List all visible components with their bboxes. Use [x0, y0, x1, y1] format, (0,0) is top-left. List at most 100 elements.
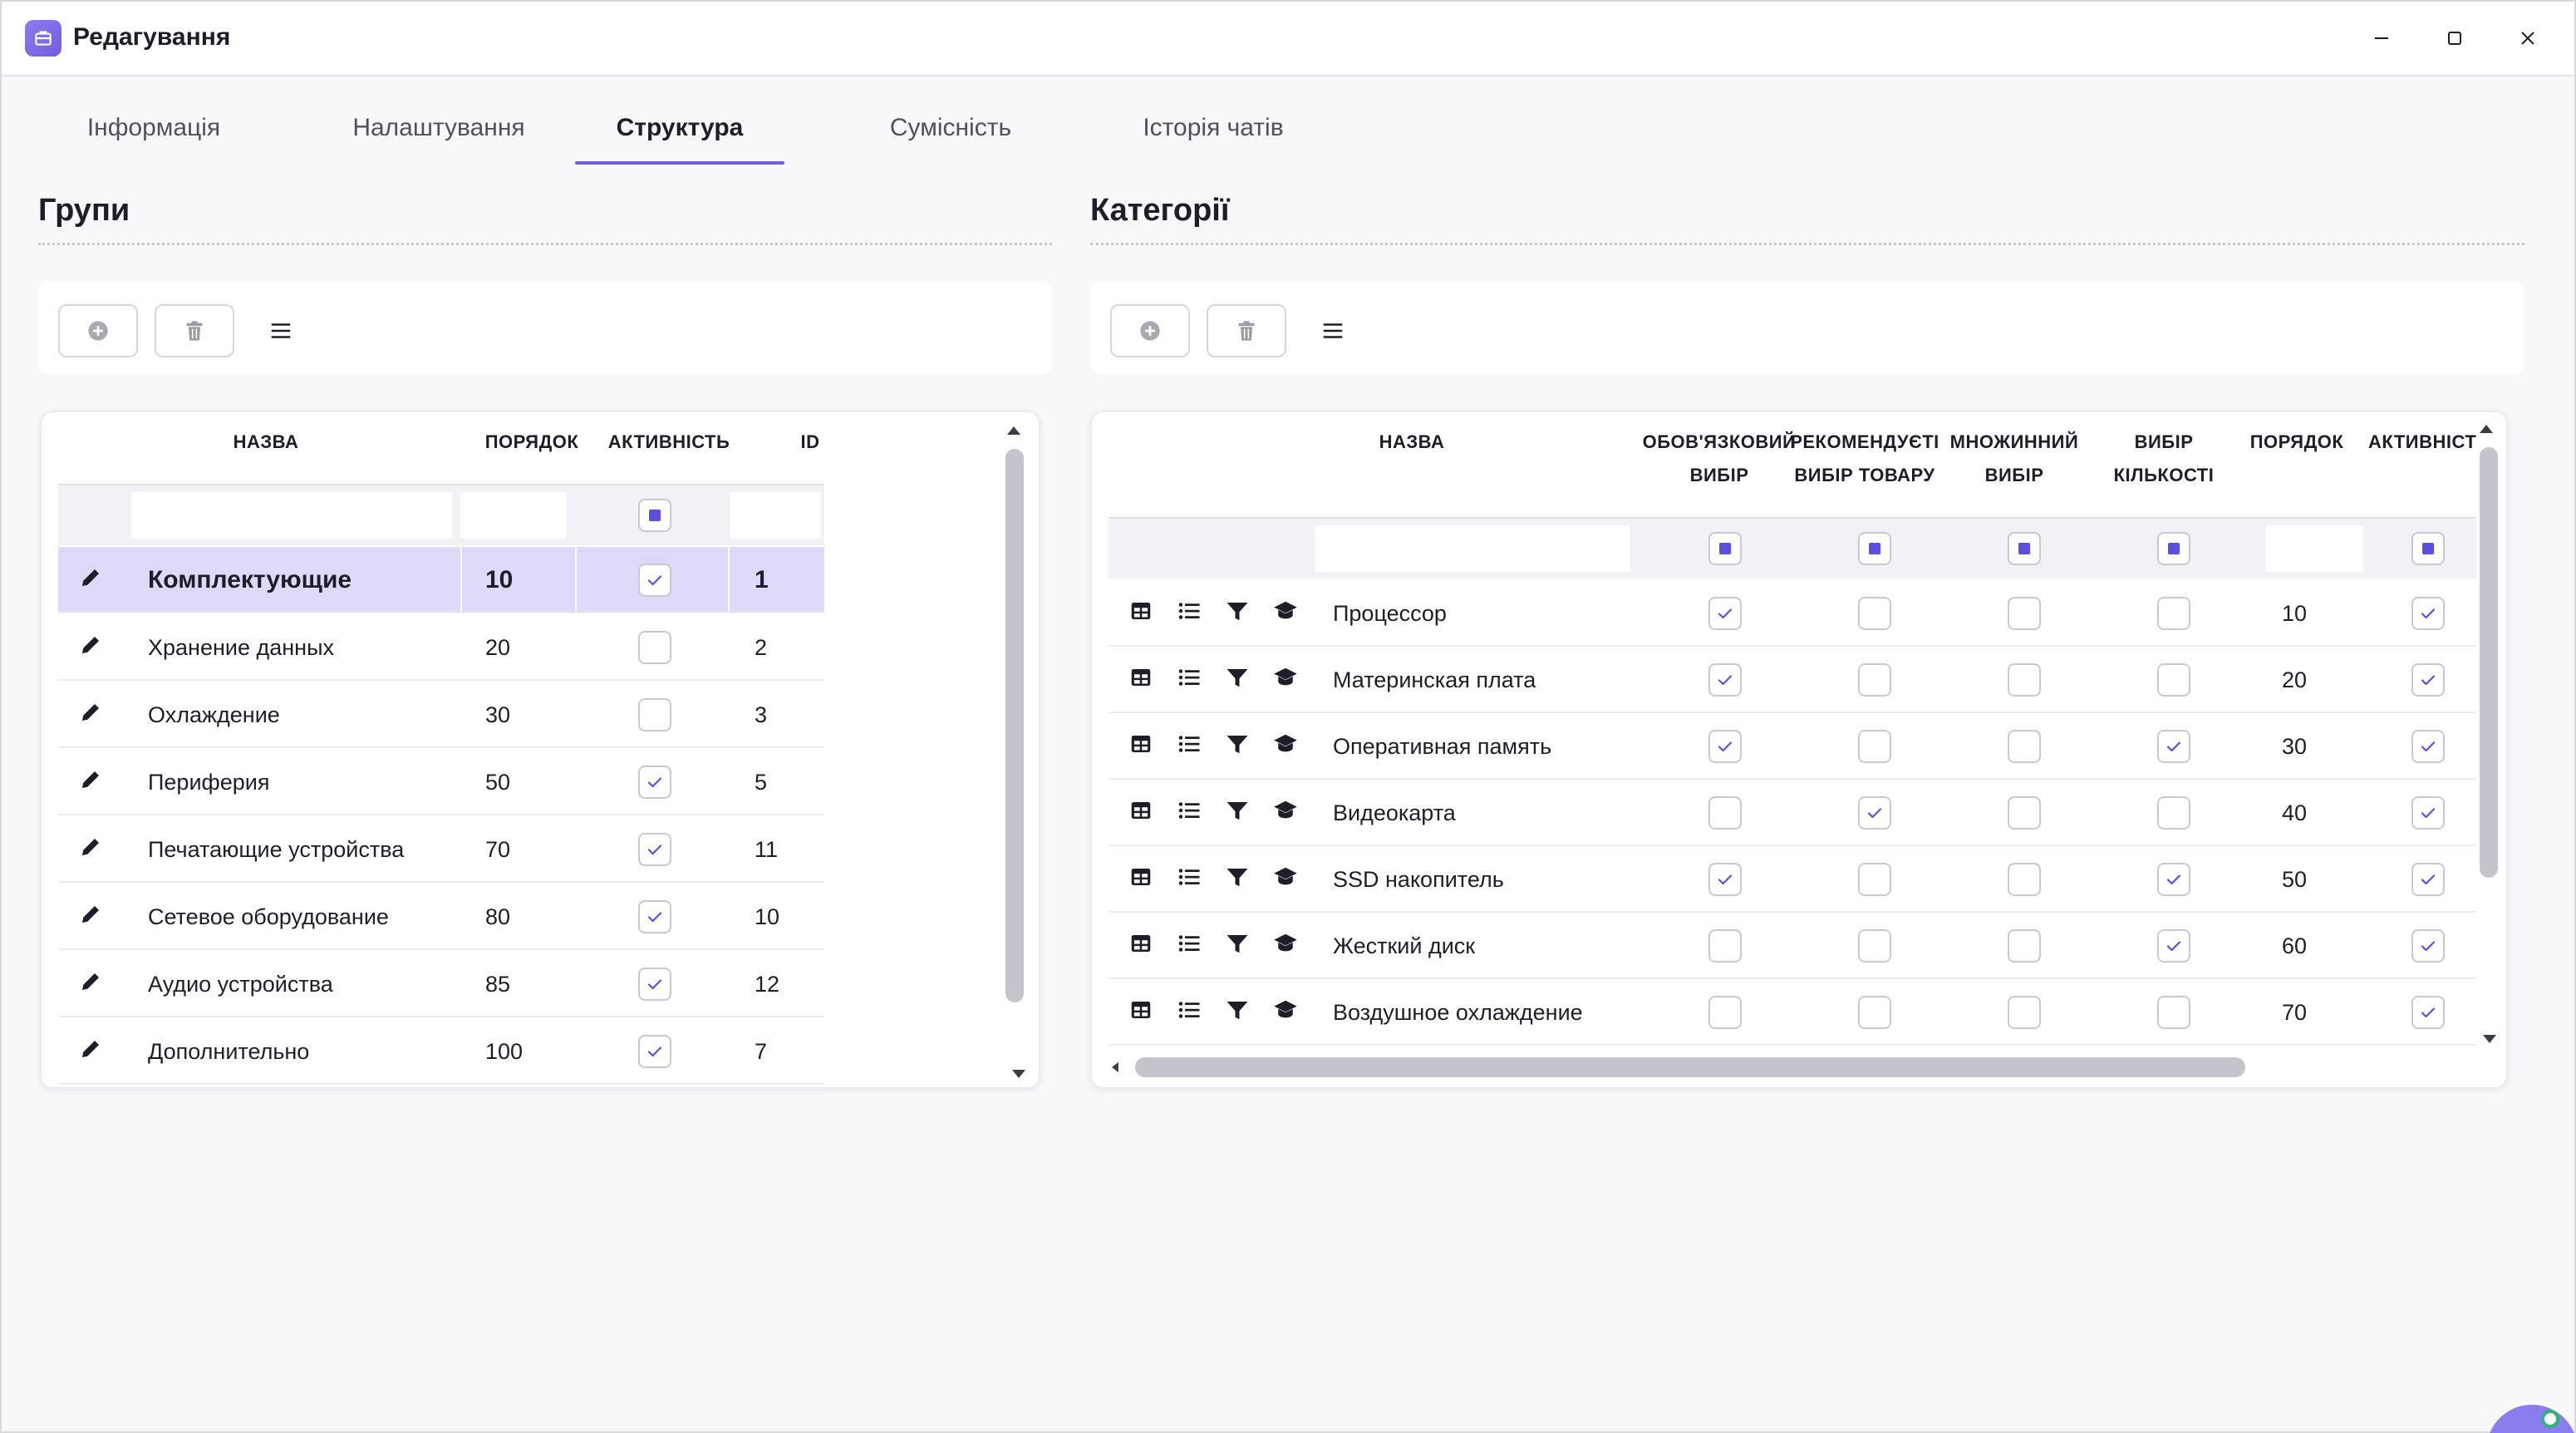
table-row[interactable]: Периферия 50 5 [58, 749, 824, 815]
categories-horizontal-scrollbar[interactable] [1135, 1057, 2245, 1077]
category-multiple-checkbox[interactable] [2008, 796, 2041, 830]
category-active-checkbox[interactable] [2411, 663, 2445, 697]
category-quantity-checkbox[interactable] [2157, 597, 2190, 630]
graduation-cap-button[interactable] [1271, 996, 1300, 1024]
chat-widget-button[interactable] [2486, 1405, 2576, 1433]
category-active-checkbox[interactable] [2411, 929, 2445, 963]
table-button[interactable] [1127, 996, 1155, 1024]
table-row[interactable]: Воздушное охлаждение 70 [1109, 979, 2476, 1046]
graduation-cap-button[interactable] [1271, 863, 1300, 891]
maximize-button[interactable] [2436, 20, 2473, 57]
table-row[interactable]: Оперативная память 30 [1109, 713, 2476, 780]
graduation-cap-button[interactable] [1271, 796, 1300, 825]
filter-button[interactable] [1223, 863, 1251, 891]
category-recommended-checkbox[interactable] [1858, 663, 1891, 697]
categories-header-multiple[interactable]: МНОЖИННИЙ [1949, 431, 2079, 452]
graduation-cap-button[interactable] [1271, 929, 1300, 958]
category-quantity-checkbox[interactable] [2157, 796, 2190, 830]
tab-info[interactable]: Інформація [86, 114, 221, 141]
table-row[interactable]: Видеокарта 40 [1109, 780, 2476, 846]
table-row[interactable]: Материнская плата 20 [1109, 647, 2476, 713]
categories-filter-name[interactable] [1315, 525, 1630, 572]
group-active-checkbox[interactable] [638, 1035, 671, 1068]
group-active-checkbox[interactable] [638, 698, 671, 731]
tab-structure[interactable]: Структура [575, 101, 784, 165]
groups-filter-id[interactable] [730, 492, 821, 539]
category-multiple-checkbox[interactable] [2008, 863, 2041, 896]
category-recommended-checkbox[interactable] [1858, 597, 1891, 630]
category-required-checkbox[interactable] [1708, 730, 1742, 763]
categories-add-button[interactable] [1110, 304, 1190, 357]
category-active-checkbox[interactable] [2411, 863, 2445, 896]
list-button[interactable] [1175, 597, 1203, 625]
category-recommended-checkbox[interactable] [1858, 730, 1891, 763]
group-active-checkbox[interactable] [638, 766, 671, 799]
category-multiple-checkbox[interactable] [2008, 929, 2041, 963]
groups-header-order[interactable]: ПОРЯДОК [484, 431, 579, 452]
filter-button[interactable] [1223, 730, 1251, 758]
groups-menu-button[interactable] [263, 313, 299, 349]
categories-vertical-scrollbar[interactable] [2480, 447, 2498, 878]
category-multiple-checkbox[interactable] [2008, 996, 2041, 1029]
category-recommended-checkbox[interactable] [1858, 996, 1891, 1029]
table-row[interactable]: Хранение данных 20 2 [58, 614, 824, 681]
category-quantity-checkbox[interactable] [2157, 996, 2190, 1029]
category-recommended-checkbox[interactable] [1858, 863, 1891, 896]
category-recommended-checkbox[interactable] [1858, 929, 1891, 963]
categories-header-name[interactable]: НАЗВА [1379, 431, 1445, 452]
table-button[interactable] [1127, 796, 1155, 825]
category-required-checkbox[interactable] [1708, 996, 1742, 1029]
categories-header-recommended[interactable]: РЕКОМЕНДУЄТІ [1790, 431, 1939, 452]
groups-filter-name[interactable] [131, 492, 452, 539]
groups-vertical-scrollbar[interactable] [1005, 449, 1024, 1002]
categories-filter-recommended-checkbox[interactable] [1858, 532, 1891, 565]
close-button[interactable] [2510, 20, 2546, 57]
category-required-checkbox[interactable] [1708, 863, 1742, 896]
list-button[interactable] [1175, 796, 1203, 825]
group-active-checkbox[interactable] [638, 564, 671, 597]
groups-filter-active-checkbox[interactable] [638, 499, 671, 532]
categories-header-order[interactable]: ПОРЯДОК [2249, 431, 2344, 452]
table-row[interactable]: Дополнительно 100 7 [58, 1018, 824, 1085]
edit-button[interactable] [76, 564, 105, 592]
category-required-checkbox[interactable] [1708, 929, 1742, 963]
categories-header-active[interactable]: АКТИВНІСТ [2368, 431, 2477, 452]
categories-filter-order[interactable] [2265, 525, 2363, 572]
edit-button[interactable] [76, 833, 105, 861]
group-active-checkbox[interactable] [638, 968, 671, 1001]
category-active-checkbox[interactable] [2411, 996, 2445, 1029]
categories-scroll-left-arrow[interactable] [1105, 1057, 1125, 1077]
category-recommended-checkbox[interactable] [1858, 796, 1891, 830]
tab-compatibility[interactable]: Сумісність [889, 114, 1012, 141]
categories-filter-required-checkbox[interactable] [1708, 532, 1742, 565]
table-button[interactable] [1127, 597, 1155, 625]
categories-header-required[interactable]: ОБОВ'ЯЗКОВИЙ [1642, 431, 1797, 452]
categories-filter-active-checkbox[interactable] [2411, 532, 2445, 565]
table-row[interactable]: SSD накопитель 50 [1109, 846, 2476, 913]
list-button[interactable] [1175, 730, 1203, 758]
table-row[interactable]: Аудио устройства 85 12 [58, 951, 824, 1017]
categories-delete-button[interactable] [1207, 304, 1286, 357]
table-button[interactable] [1127, 929, 1155, 958]
category-multiple-checkbox[interactable] [2008, 663, 2041, 697]
groups-delete-button[interactable] [155, 304, 234, 357]
table-button[interactable] [1127, 663, 1155, 692]
group-active-checkbox[interactable] [638, 833, 671, 866]
list-button[interactable] [1175, 663, 1203, 692]
category-required-checkbox[interactable] [1708, 597, 1742, 630]
categories-header-quantity[interactable]: ВИБІР [2134, 431, 2194, 452]
graduation-cap-button[interactable] [1271, 597, 1300, 625]
edit-button[interactable] [76, 698, 105, 726]
filter-button[interactable] [1223, 663, 1251, 692]
graduation-cap-button[interactable] [1271, 730, 1300, 758]
edit-button[interactable] [76, 1035, 105, 1063]
group-active-checkbox[interactable] [638, 900, 671, 933]
filter-button[interactable] [1223, 996, 1251, 1024]
edit-button[interactable] [76, 900, 105, 928]
graduation-cap-button[interactable] [1271, 663, 1300, 692]
table-row[interactable]: Жесткий диск 60 [1109, 913, 2476, 979]
category-required-checkbox[interactable] [1708, 663, 1742, 697]
category-active-checkbox[interactable] [2411, 796, 2445, 830]
category-quantity-checkbox[interactable] [2157, 929, 2190, 963]
category-active-checkbox[interactable] [2411, 730, 2445, 763]
